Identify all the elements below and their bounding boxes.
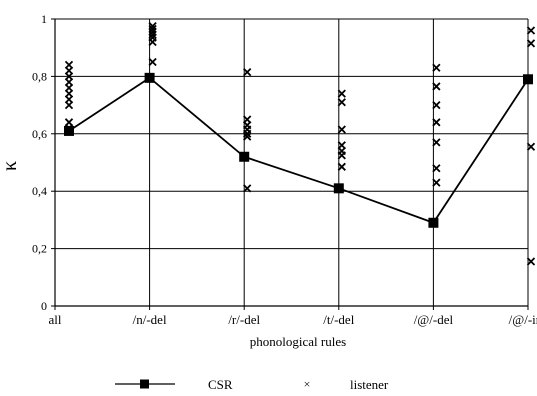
- listener-point-stroke: [432, 63, 441, 72]
- y-tick-label: 0,4: [32, 184, 47, 198]
- listener-point-stroke: [337, 151, 346, 160]
- csr-point: [333, 183, 344, 194]
- listener-point: [526, 39, 536, 48]
- listener-point-stroke: [526, 26, 536, 35]
- legend: CSR × listener: [115, 377, 389, 392]
- legend-listener-marker: ×: [304, 377, 311, 391]
- x-tick-label: /@/-del: [414, 312, 454, 327]
- listener-point-stroke: [148, 30, 157, 39]
- listener-point-stroke: [432, 138, 441, 147]
- listener-point: [64, 100, 74, 110]
- listener-point-stroke: [243, 184, 252, 193]
- x-tick-label: /r/-del: [228, 312, 260, 327]
- listener-point: [337, 162, 346, 171]
- listener-point: [243, 67, 252, 77]
- listener-point-stroke: [432, 178, 441, 187]
- x-tick-label: /t/-del: [323, 312, 354, 327]
- listener-point-stroke: [432, 164, 441, 173]
- listener-point-stroke: [432, 82, 441, 91]
- listener-point: [432, 178, 441, 187]
- gridlines: [54, 18, 529, 306]
- csr-point: [64, 125, 74, 136]
- listener-point-stroke: [148, 37, 157, 47]
- listener-point: [432, 100, 441, 110]
- y-tick-labels: 0 0,2 0,4 0,6 0,8 1: [32, 12, 47, 313]
- listener-point-stroke: [337, 162, 346, 171]
- listener-point: [148, 37, 157, 47]
- listener-point-stroke: [337, 125, 346, 134]
- listener-point: [432, 164, 441, 173]
- y-axis-label: κ: [0, 161, 21, 171]
- listener-point: [526, 26, 536, 35]
- csr-point: [144, 72, 155, 83]
- listener-point: [243, 129, 252, 138]
- x-tick-label: all: [49, 312, 62, 327]
- csr-line: [68, 76, 529, 224]
- csr-point: [428, 217, 439, 228]
- series: [64, 22, 536, 266]
- listener-point: [432, 82, 441, 91]
- listener-point: [526, 257, 536, 266]
- legend-csr-label: CSR: [208, 377, 233, 392]
- listener-point-stroke: [526, 257, 536, 266]
- csr-point: [523, 74, 533, 85]
- listener-point: [432, 118, 441, 127]
- listener-point-stroke: [243, 129, 252, 138]
- listener-point-stroke: [148, 57, 157, 67]
- listener-point-stroke: [432, 100, 441, 110]
- listener-point: [432, 63, 441, 72]
- x-tick-labels: all/n/-del/r/-del/t/-del /@/-del /@/-ins: [49, 312, 537, 327]
- y-tick-label: 0,6: [32, 127, 47, 141]
- csr-point: [239, 151, 250, 162]
- listener-point: [337, 98, 346, 107]
- x-tick-label: /n/-del: [133, 312, 167, 327]
- x-tick-label: /@/-ins: [509, 312, 537, 327]
- listener-point-stroke: [337, 98, 346, 107]
- y-tick-label: 1: [41, 12, 47, 26]
- listener-point-stroke: [64, 100, 74, 110]
- axes: [51, 18, 529, 310]
- listener-point-stroke: [243, 67, 252, 77]
- listener-point: [337, 151, 346, 160]
- x-axis-label: phonological rules: [250, 334, 346, 349]
- listener-point: [432, 138, 441, 147]
- listener-point-stroke: [432, 118, 441, 127]
- y-tick-label: 0,8: [32, 69, 47, 83]
- listener-point: [148, 30, 157, 39]
- listener-point-stroke: [526, 142, 536, 151]
- legend-listener-label: listener: [350, 377, 389, 392]
- listener-point: [243, 184, 252, 193]
- listener-point: [526, 142, 536, 151]
- legend-csr-marker: [140, 379, 149, 389]
- y-tick-label: 0: [41, 299, 47, 313]
- listener-point-stroke: [243, 132, 252, 141]
- listener-point-stroke: [337, 89, 346, 98]
- listener-point: [148, 57, 157, 67]
- listener-point-stroke: [526, 39, 536, 48]
- listener-point: [243, 132, 252, 141]
- y-tick-label: 0,2: [32, 242, 47, 256]
- listener-point: [337, 125, 346, 134]
- listener-point: [337, 89, 346, 98]
